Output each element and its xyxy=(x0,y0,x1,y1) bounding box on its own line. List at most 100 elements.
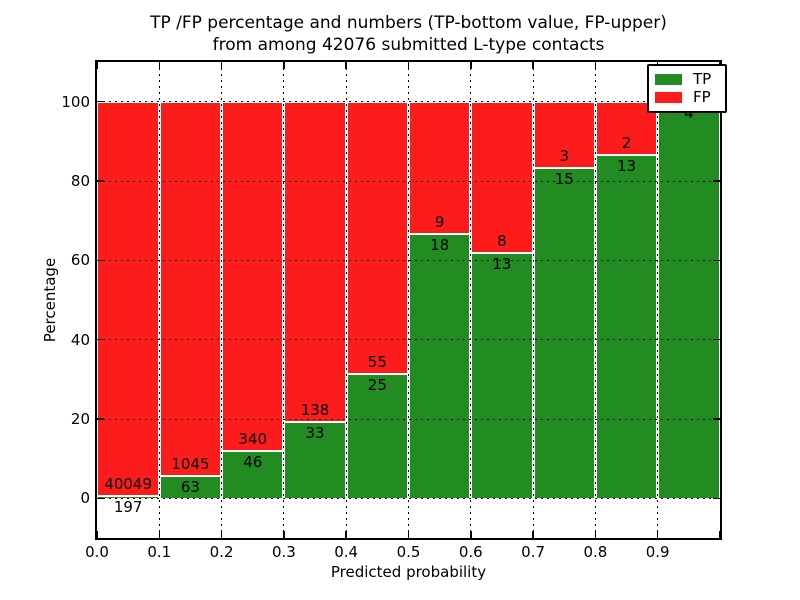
bar-segment-fp xyxy=(159,101,222,476)
gridline-horizontal xyxy=(97,418,720,420)
y-tick-mark xyxy=(97,259,104,262)
legend-label-fp: FP xyxy=(693,88,711,107)
bar-label-tp-count: 18 xyxy=(430,235,450,254)
chart-title-line2: from among 42076 submitted L-type contac… xyxy=(212,35,605,55)
gridline-horizontal xyxy=(97,339,720,341)
bar-label-fp-count: 2 xyxy=(621,133,632,152)
x-tick-mark-top xyxy=(594,62,597,69)
x-tick-label: 0.2 xyxy=(209,543,234,561)
x-tick-mark-top xyxy=(283,62,285,69)
x-tick-mark xyxy=(532,531,534,538)
bar-segment-fp xyxy=(97,101,160,497)
y-axis-title: Percentage xyxy=(41,257,59,343)
bar-segment-tp xyxy=(533,167,596,499)
x-tick-mark xyxy=(283,531,285,538)
gridline-vertical xyxy=(657,62,659,538)
legend-entry-tp: TP xyxy=(655,69,719,88)
bar-label-tp-count: 15 xyxy=(554,169,574,188)
y-tick-mark-right xyxy=(713,418,720,420)
x-tick-mark xyxy=(407,531,410,538)
gridline-horizontal xyxy=(97,101,720,103)
x-axis-title: Predicted probability xyxy=(330,563,487,581)
bar-segment-tp xyxy=(657,101,720,499)
legend-swatch-tp-icon xyxy=(655,73,682,85)
x-tick-mark xyxy=(719,531,721,538)
bar-label-tp-count: 63 xyxy=(180,477,200,496)
legend-entry-fp: FP xyxy=(655,90,719,105)
y-tick-label: 100 xyxy=(61,92,90,111)
y-tick-mark xyxy=(97,100,104,103)
chart-title-line1: TP /FP percentage and numbers (TP-bottom… xyxy=(150,13,667,33)
gridline-horizontal xyxy=(97,180,720,182)
gridline-vertical xyxy=(408,62,409,538)
bar-label-tp-count: 25 xyxy=(367,376,387,395)
x-tick-mark-top xyxy=(470,62,472,69)
gridline-horizontal xyxy=(97,497,720,499)
bar-label-fp-count: 3 xyxy=(559,146,570,165)
chart-title: TP /FP percentage and numbers (TP-bottom… xyxy=(97,12,720,56)
bar-label-fp-count: 55 xyxy=(367,353,387,372)
bar-label-fp-count: 9 xyxy=(434,212,445,231)
x-tick-label: 0.6 xyxy=(458,543,483,561)
gridline-vertical xyxy=(221,62,223,538)
bar-label-fp-count: 1045 xyxy=(171,454,210,473)
gridline-vertical xyxy=(594,62,596,538)
x-tick-label: 0.8 xyxy=(583,543,608,561)
bar-label-tp-count: 197 xyxy=(113,498,143,517)
x-tick-mark-top xyxy=(96,62,98,69)
x-tick-mark-top xyxy=(158,62,161,69)
y-tick-label: 0 xyxy=(80,489,90,508)
x-tick-mark xyxy=(220,531,223,538)
gridline-vertical xyxy=(283,62,285,538)
x-tick-mark-top xyxy=(407,62,410,69)
y-tick-mark-right xyxy=(713,259,720,262)
x-tick-mark xyxy=(594,531,597,538)
x-tick-label: 0.5 xyxy=(396,543,421,561)
y-tick-label: 40 xyxy=(70,330,90,349)
bar-label-fp-count: 340 xyxy=(238,430,268,449)
bar-segment-fp xyxy=(221,101,284,452)
bar-segment-tp xyxy=(595,154,658,499)
gridline-vertical xyxy=(470,62,472,538)
gridline-vertical xyxy=(345,62,347,538)
x-tick-mark xyxy=(656,531,659,538)
y-tick-label: 80 xyxy=(70,172,90,190)
x-tick-label: 0.9 xyxy=(645,543,670,561)
bar-label-tp-count: 33 xyxy=(305,423,325,442)
bar-label-tp-count: 46 xyxy=(243,453,263,472)
bar-label-fp-count: 8 xyxy=(497,231,507,250)
x-tick-mark xyxy=(158,531,161,538)
gridline-vertical xyxy=(532,62,534,538)
x-tick-mark-top xyxy=(345,62,347,69)
x-tick-label: 0.3 xyxy=(271,543,296,561)
y-tick-mark xyxy=(97,338,104,341)
bar-label-tp-count: 13 xyxy=(492,254,512,273)
y-tick-label: 60 xyxy=(70,251,90,270)
x-tick-mark-top xyxy=(220,62,223,69)
bar-label-fp-count: 138 xyxy=(300,400,330,419)
y-tick-mark xyxy=(97,497,104,500)
x-tick-mark xyxy=(345,531,347,538)
plot-area: TP FP 40049 197 1045 63 340 46 138 33 55 25 9 18 8 13… xyxy=(95,60,727,540)
y-tick-mark-right xyxy=(713,338,720,341)
bar-segment-tp xyxy=(470,252,534,499)
x-tick-mark xyxy=(470,531,472,538)
legend: TP FP xyxy=(647,64,727,113)
y-tick-mark-right xyxy=(713,497,720,500)
x-tick-label: 0.0 xyxy=(85,543,109,561)
gridline-horizontal xyxy=(97,259,720,261)
legend-swatch-fp-icon xyxy=(655,92,682,104)
legend-label-tp: TP xyxy=(693,69,712,88)
y-tick-mark xyxy=(97,418,104,420)
x-tick-label: 0.4 xyxy=(334,543,359,561)
x-tick-mark-top xyxy=(532,62,534,69)
gridline-vertical xyxy=(158,62,160,538)
x-tick-label: 0.1 xyxy=(147,543,172,561)
x-tick-label: 0.7 xyxy=(521,543,546,561)
y-tick-label: 20 xyxy=(70,410,90,428)
y-tick-mark xyxy=(97,180,104,182)
bar-label-fp-count: 40049 xyxy=(104,475,153,494)
bar-label-tp-count: 13 xyxy=(617,156,637,175)
y-tick-mark-right xyxy=(713,180,720,182)
